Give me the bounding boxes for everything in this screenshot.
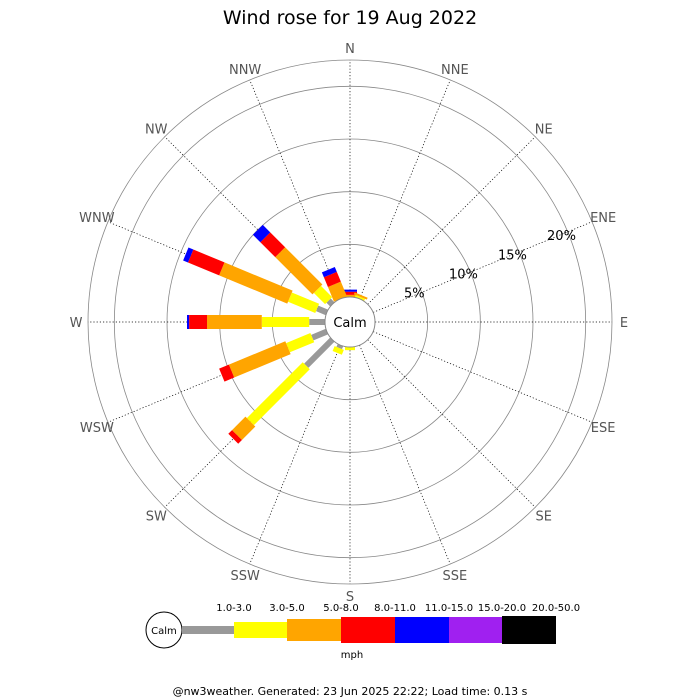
bar-sw-8-0-11-0: [228, 430, 242, 444]
bar-nw-3-0-5-0: [313, 285, 333, 305]
bar-wnw-1-0-3-0: [316, 305, 329, 316]
bar-nnw-5-0-8-0: [327, 281, 347, 302]
bar-nw-5-0-8-0: [275, 247, 323, 295]
bar-ssw-3-0-5-0: [332, 346, 344, 355]
bar-sw-1-0-3-0: [304, 337, 335, 368]
speed-legend: Calm 1.0-3.0 3.0-5.0 5.0-8.0 8.0-11.0 11.0-15…: [145, 603, 580, 661]
bar-wnw-11-0-15-0: [183, 247, 194, 263]
ring-label-20: 20%: [547, 229, 576, 244]
bar-nnw-11-0-15-0: [321, 267, 337, 278]
spoke-nne: [359, 79, 451, 300]
dir-label-sse: SSE: [442, 569, 467, 584]
bar-wsw-8-0-11-0: [219, 364, 235, 382]
calm-circle-shape: [324, 296, 376, 348]
dir-label-sw: SW: [146, 510, 167, 525]
wind-bars: [183, 224, 368, 444]
calm-label: Calm: [333, 316, 366, 331]
bar-wsw-5-0-8-0: [228, 341, 291, 378]
legend-label-8-0-11-0: 8.0-11.0: [374, 603, 416, 614]
legend-label-1-0-3-0: 1.0-3.0: [216, 603, 251, 614]
legend-swatch-20-0-50-0: [502, 616, 556, 644]
bar-wnw-8-0-11-0: [187, 249, 225, 276]
spoke-ne: [367, 136, 536, 305]
legend-label-15-0-20-0: 15.0-20.0: [478, 603, 526, 614]
dir-label-se: SE: [536, 510, 552, 525]
bar-nnw-8-0-11-0: [323, 271, 341, 287]
dir-label-nw: NW: [145, 122, 168, 137]
spoke-nnw: [249, 79, 341, 300]
ring-label-10: 10%: [449, 268, 478, 283]
footer-text: @nw3weather. Generated: 23 Jun 2025 22:2…: [173, 685, 528, 698]
dir-label-wsw: WSW: [80, 421, 114, 436]
ring-label-5: 5%: [404, 287, 425, 302]
legend-unit-label: mph: [341, 650, 363, 661]
legend-calm-label: Calm: [151, 626, 177, 637]
legend-swatch-8-0-11-0: [341, 617, 395, 643]
spoke-sse: [359, 344, 451, 565]
bar-sw-5-0-8-0: [232, 416, 256, 440]
bar-nne-5-0-8-0: [353, 292, 368, 300]
spoke-se: [367, 339, 536, 508]
bar-nw-11-0-15-0: [252, 224, 271, 243]
dir-label-ese: ESE: [591, 421, 616, 436]
legend-swatch-5-0-8-0: [287, 619, 341, 641]
calm-circle: Calm: [324, 296, 376, 348]
dir-label-wnw: WNW: [79, 211, 115, 226]
bar-wnw-3-0-5-0: [288, 292, 320, 314]
dir-label-e: E: [620, 316, 628, 331]
legend-label-11-0-15-0: 11.0-15.0: [425, 603, 473, 614]
ring-label-15: 15%: [498, 248, 527, 263]
legend-swatch-3-0-5-0: [234, 622, 287, 638]
bar-wsw-1-0-3-0: [311, 328, 329, 341]
bar-nw-1-0-3-0: [326, 298, 335, 307]
ring-labels: 5% 10% 15% 20%: [404, 229, 576, 302]
legend-swatch-15-0-20-0: [449, 617, 502, 643]
bar-nw-8-0-11-0: [260, 232, 286, 258]
spoke-ene: [372, 221, 593, 313]
bar-ssw-1-0-3-0: [336, 343, 344, 350]
dir-label-w: W: [70, 316, 83, 331]
ring-20: [113, 85, 587, 559]
chart-title: Wind rose for 19 Aug 2022: [223, 7, 477, 29]
bar-wnw-5-0-8-0: [219, 262, 293, 304]
bar-sw-3-0-5-0: [246, 362, 310, 426]
dir-label-nne: NNE: [441, 63, 469, 78]
legend-swatch-11-0-15-0: [395, 617, 449, 643]
dir-label-ssw: SSW: [230, 569, 260, 584]
dir-label-ene: ENE: [590, 211, 616, 226]
dir-label-ne: NE: [535, 122, 553, 137]
dir-label-nnw: NNW: [229, 63, 261, 78]
spoke-ssw: [249, 344, 341, 565]
direction-labels: N NNE NE ENE E ESE SE SSE S SSW SW WSW W WNW NW NNW: [70, 42, 629, 605]
legend-swatch-1-0-3-0: [182, 626, 234, 634]
spoke-ese: [372, 331, 593, 423]
dir-label-s: S: [346, 590, 354, 605]
legend-label-3-0-5-0: 3.0-5.0: [269, 603, 304, 614]
bar-wsw-3-0-5-0: [286, 332, 315, 353]
legend-label-20-0-50-0: 20.0-50.0: [532, 603, 580, 614]
legend-label-5-0-8-0: 5.0-8.0: [323, 603, 358, 614]
dir-label-n: N: [345, 42, 355, 57]
